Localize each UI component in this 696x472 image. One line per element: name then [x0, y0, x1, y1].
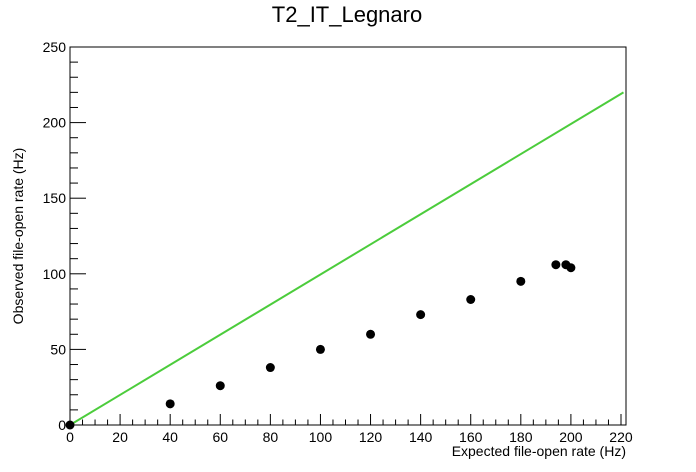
data-point [215, 381, 225, 391]
x-tick-label: 140 [409, 429, 433, 445]
x-axis-ticks [69, 414, 622, 425]
y-axis-tick-labels: 0 50 100 150 200 250 [43, 39, 67, 433]
y-tick-label: 50 [50, 341, 66, 357]
data-point [65, 420, 75, 430]
data-point [416, 310, 426, 320]
diagonal-reference-line [69, 91, 625, 426]
x-axis-label: Expected file-open rate (Hz) [452, 443, 626, 459]
y-tick-label: 100 [43, 266, 67, 282]
plot-frame [69, 46, 627, 426]
data-point [265, 363, 275, 373]
y-tick-label: 250 [43, 39, 67, 55]
x-tick-label: 80 [263, 429, 279, 445]
data-point [165, 399, 175, 409]
x-tick-label: 20 [112, 429, 128, 445]
y-tick-label: 200 [43, 115, 67, 131]
reference-lines [69, 91, 625, 426]
data-point [366, 329, 376, 339]
y-axis-label: Observed file-open rate (Hz) [10, 148, 26, 325]
x-tick-label: 100 [309, 429, 333, 445]
x-tick-label: 200 [559, 429, 583, 445]
data-point [466, 295, 476, 305]
y-axis-ticks [70, 46, 86, 426]
x-tick-label: 160 [459, 429, 483, 445]
chart-title: T2_IT_Legnaro [272, 2, 422, 27]
data-point [551, 260, 561, 270]
x-tick-label: 120 [359, 429, 383, 445]
x-tick-label: 60 [212, 429, 228, 445]
x-tick-label: 0 [66, 429, 74, 445]
y-tick-label: 150 [43, 190, 67, 206]
data-point [315, 344, 325, 354]
x-axis-tick-labels: 0 20 40 60 80 100 120 140 160 180 200 220 [66, 429, 633, 445]
data-point [516, 276, 526, 286]
data-points [65, 260, 576, 430]
y-tick-label: 0 [58, 417, 66, 433]
data-point [566, 263, 576, 273]
x-tick-label: 220 [609, 429, 633, 445]
x-tick-label: 180 [509, 429, 533, 445]
x-tick-label: 40 [162, 429, 178, 445]
